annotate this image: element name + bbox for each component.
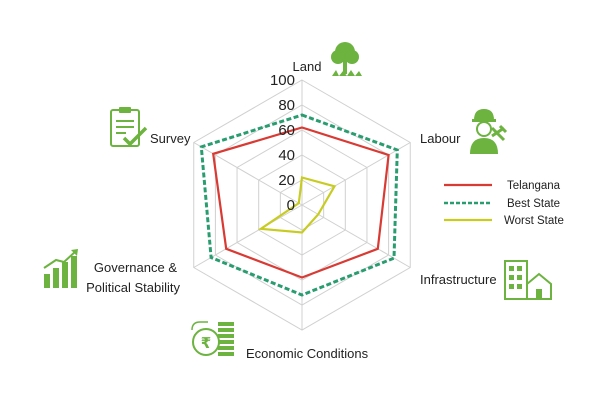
grid-spoke-5 [193,142,303,206]
legend: Telangana Best State Worst State [444,180,564,227]
axis-label-governance-line2: Political Stability [86,280,180,295]
tick-label-20: 20 [278,172,295,189]
radar-grid [193,79,411,331]
axis-label-land: Land [293,59,322,74]
rupee-coins-icon: ₹ [191,321,234,356]
tick-label-80: 80 [278,97,295,114]
tick-label-40: 40 [278,147,295,164]
buildings-icon [504,260,552,300]
axis-label-labour: Labour [420,131,461,146]
series-worst-state [257,176,337,234]
growth-chart-icon [43,249,78,288]
grid-spoke-1 [301,142,411,206]
tick-label-0: 0 [287,197,295,214]
svg-text:₹: ₹ [201,334,211,352]
tick-label-60: 60 [278,122,295,139]
tick-label-100: 100 [270,72,295,89]
series-telangana [211,126,390,279]
grid-spoke-2 [301,204,411,268]
radar-series [199,113,399,297]
axis-label-economic-conditions: Economic Conditions [246,346,369,361]
series-best-state [199,113,399,297]
legend-label-worst-state: Worst State [504,215,564,227]
axis-label-governance-line1: Governance & [94,260,177,275]
worker-icon [470,109,508,154]
clipboard-icon [110,107,148,147]
legend-label-best-state: Best State [507,198,560,210]
legend-label-telangana: Telangana [507,180,561,192]
axis-label-survey: Survey [150,131,191,146]
axis-label-infrastructure: Infrastructure [420,272,497,287]
tree-icon [331,42,362,76]
radial-ticks: 0 20 40 60 80 100 [270,72,295,214]
